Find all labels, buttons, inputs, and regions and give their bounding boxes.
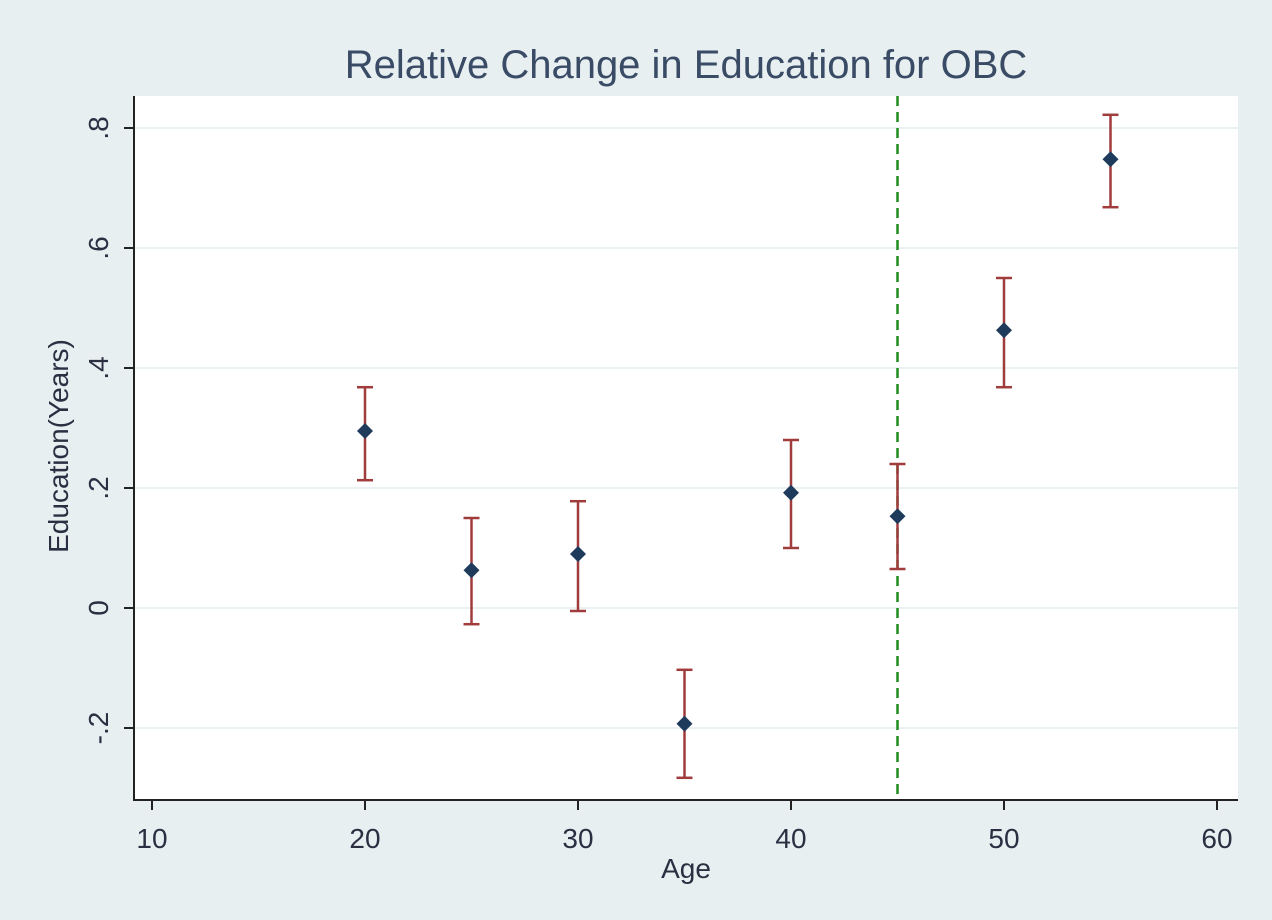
data-point	[676, 715, 693, 732]
x-tick-label: 30	[562, 823, 593, 854]
y-tick-label: .2	[83, 476, 114, 499]
data-point	[996, 322, 1012, 339]
x-axis-label: Age	[661, 853, 711, 884]
x-tick-label: 10	[136, 823, 167, 854]
axes	[133, 96, 1238, 801]
chart-title: Relative Change in Education for OBC	[345, 43, 1028, 87]
data-point	[463, 562, 480, 579]
x-tick-label: 40	[775, 823, 806, 854]
data-point	[783, 484, 799, 501]
data-point	[889, 508, 906, 525]
tick-marks: -.2 0 .2 .4 .6 .8 10 20 30 40 50 60	[83, 116, 1233, 854]
grid-lines	[135, 127, 1238, 729]
data-point	[1102, 151, 1119, 168]
y-tick-label: -.2	[83, 712, 114, 745]
y-tick-label: .6	[83, 236, 114, 259]
data-point	[357, 423, 373, 439]
data-points	[357, 151, 1119, 732]
x-tick-label: 20	[349, 823, 380, 854]
y-tick-label: .8	[83, 116, 114, 139]
data-point	[570, 546, 586, 562]
y-axis-label: Education(Years)	[43, 339, 74, 553]
y-tick-label: 0	[83, 600, 114, 616]
x-tick-label: 50	[988, 823, 1019, 854]
x-tick-label: 60	[1201, 823, 1232, 854]
y-tick-label: .4	[83, 356, 114, 379]
plot-area	[135, 96, 1238, 800]
